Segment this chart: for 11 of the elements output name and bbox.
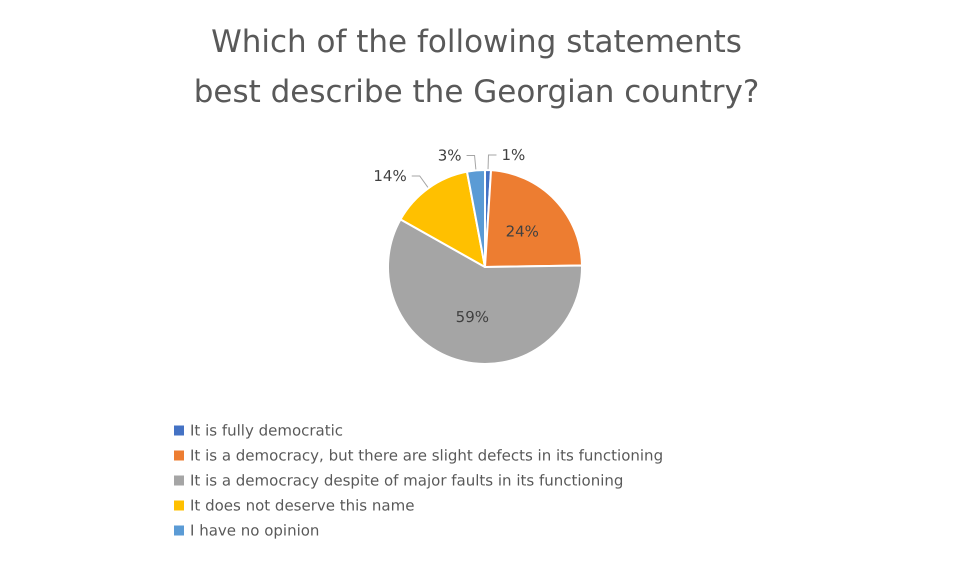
legend-label: It is fully democratic — [190, 422, 344, 440]
data-label: 1% — [501, 146, 526, 164]
chart-title: Which of the following statements best describe the Georgian country? — [194, 24, 760, 110]
legend-label: It is a democracy, but there are slight defects in its functioning — [190, 446, 664, 464]
data-label: 59% — [456, 308, 489, 326]
legend-label: It does not deserve this name — [190, 496, 414, 514]
data-label: 3% — [438, 146, 462, 164]
data-label: 24% — [506, 222, 539, 240]
legend-label: I have no opinion — [190, 522, 320, 540]
legend-label: It is a democracy despite of major faults in its functioning — [190, 472, 624, 490]
data-label: 14% — [373, 166, 407, 185]
